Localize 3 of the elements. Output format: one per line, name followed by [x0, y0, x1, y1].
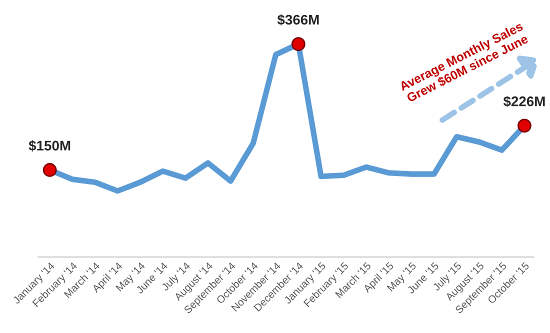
data-label: $366M [277, 14, 319, 26]
data-label: $150M [28, 140, 70, 152]
data-label: $226M [503, 96, 545, 108]
